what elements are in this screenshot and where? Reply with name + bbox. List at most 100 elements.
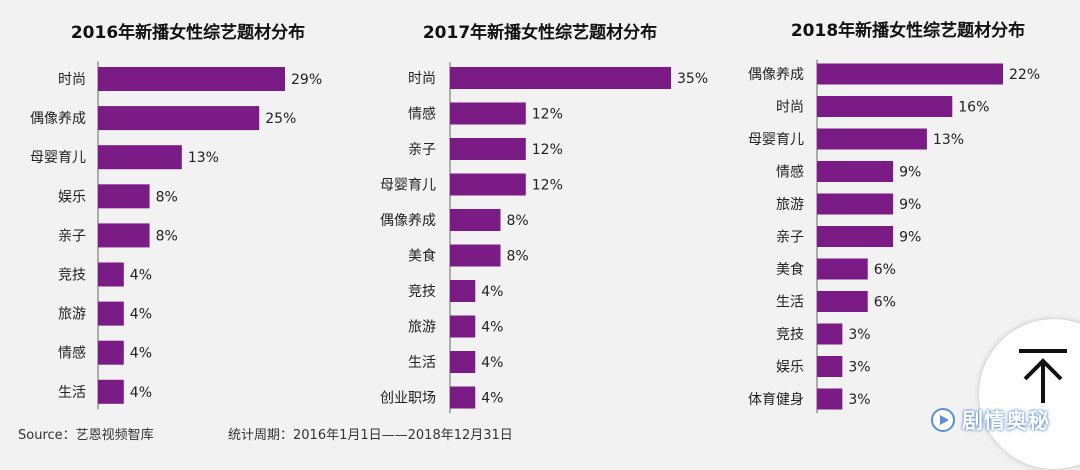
bar xyxy=(450,351,476,373)
category-label: 时尚 xyxy=(776,100,804,116)
bar xyxy=(817,161,894,182)
data-label: 8% xyxy=(507,213,529,229)
data-label: 3% xyxy=(848,392,870,408)
data-label: 12% xyxy=(532,178,563,194)
bar xyxy=(98,184,150,209)
bar xyxy=(98,301,124,326)
bar xyxy=(450,102,526,125)
data-label: 8% xyxy=(156,228,178,244)
category-label: 娱乐 xyxy=(58,189,86,205)
category-label: 生活 xyxy=(776,295,804,311)
category-label: 情感 xyxy=(58,345,86,362)
data-label: 8% xyxy=(156,189,178,205)
bar xyxy=(817,258,868,280)
category-label: 母婴育儿 xyxy=(30,150,86,166)
category-label: 美食 xyxy=(408,248,436,265)
watermark-text: 剧情奥秘 xyxy=(962,409,1050,433)
category-label: 竞技 xyxy=(408,283,436,300)
category-label: 亲子 xyxy=(58,228,86,244)
data-label: 12% xyxy=(532,142,563,158)
category-label: 情感 xyxy=(776,164,804,181)
bar xyxy=(98,106,260,131)
bar xyxy=(450,244,501,267)
bar xyxy=(450,386,476,409)
data-label: 13% xyxy=(933,132,964,148)
data-label: 4% xyxy=(130,346,152,362)
data-label: 8% xyxy=(507,249,529,265)
bar xyxy=(450,280,476,302)
category-label: 娱乐 xyxy=(776,360,804,376)
bar xyxy=(98,262,124,287)
data-label: 4% xyxy=(130,385,152,401)
bar xyxy=(450,138,526,160)
data-label: 9% xyxy=(899,230,921,246)
bar xyxy=(450,67,671,89)
data-label: 4% xyxy=(481,284,503,300)
bar xyxy=(817,226,894,247)
bar xyxy=(817,291,868,312)
data-label: 9% xyxy=(899,165,921,181)
data-label: 22% xyxy=(1009,67,1040,83)
category-label: 旅游 xyxy=(776,197,804,213)
data-label: 6% xyxy=(874,295,896,311)
period-note: 统计周期：2016年1月1日——2018年12月31日 xyxy=(228,428,513,443)
category-label: 偶像养成 xyxy=(380,213,436,229)
bar xyxy=(817,388,843,410)
data-label: 4% xyxy=(130,307,152,323)
data-label: 29% xyxy=(291,72,322,88)
data-label: 4% xyxy=(481,391,503,407)
data-label: 25% xyxy=(265,111,296,127)
bar xyxy=(450,209,501,231)
bar xyxy=(98,379,124,404)
brand-logo-icon xyxy=(931,408,955,432)
bar xyxy=(817,193,894,215)
category-label: 体育健身 xyxy=(748,392,804,408)
data-label: 4% xyxy=(481,320,503,336)
bar xyxy=(817,323,843,345)
data-label: 4% xyxy=(481,355,503,371)
category-label: 偶像养成 xyxy=(30,111,86,127)
chart-title: 2018年新播女性综艺题材分布 xyxy=(791,20,1025,41)
bar xyxy=(450,315,476,338)
bar xyxy=(817,63,1003,85)
data-label: 9% xyxy=(899,197,921,213)
data-label: 3% xyxy=(848,327,870,343)
data-label: 13% xyxy=(188,150,219,166)
category-label: 生活 xyxy=(408,355,436,371)
data-label: 12% xyxy=(532,107,563,123)
chart-title: 2016年新播女性综艺题材分布 xyxy=(71,22,305,43)
bar xyxy=(817,128,927,150)
arrow-up-to-top-icon xyxy=(1019,349,1067,403)
bar xyxy=(450,173,526,196)
category-label: 生活 xyxy=(58,385,86,401)
data-label: 6% xyxy=(874,262,896,278)
data-label: 4% xyxy=(130,268,152,284)
watermark: 剧情奥秘 xyxy=(930,402,1050,438)
category-label: 创业职场 xyxy=(380,391,436,407)
category-label: 亲子 xyxy=(408,142,436,158)
category-label: 旅游 xyxy=(408,320,436,336)
bar xyxy=(817,356,843,377)
category-label: 时尚 xyxy=(58,72,86,88)
category-label: 情感 xyxy=(408,106,436,123)
bar xyxy=(98,223,150,248)
category-label: 竞技 xyxy=(58,267,86,284)
bar xyxy=(817,96,953,117)
category-label: 亲子 xyxy=(776,230,804,246)
data-label: 16% xyxy=(958,100,989,116)
category-label: 母婴育儿 xyxy=(380,178,436,194)
category-label: 美食 xyxy=(776,261,804,278)
source-note: Source：艺恩视频智库 xyxy=(18,428,154,443)
bar xyxy=(98,340,124,365)
bar xyxy=(98,145,182,170)
category-label: 时尚 xyxy=(408,71,436,87)
category-label: 母婴育儿 xyxy=(748,132,804,148)
category-label: 竞技 xyxy=(776,326,804,343)
bar xyxy=(98,67,285,91)
data-label: 3% xyxy=(848,360,870,376)
chart-title: 2017年新播女性综艺题材分布 xyxy=(423,22,657,43)
